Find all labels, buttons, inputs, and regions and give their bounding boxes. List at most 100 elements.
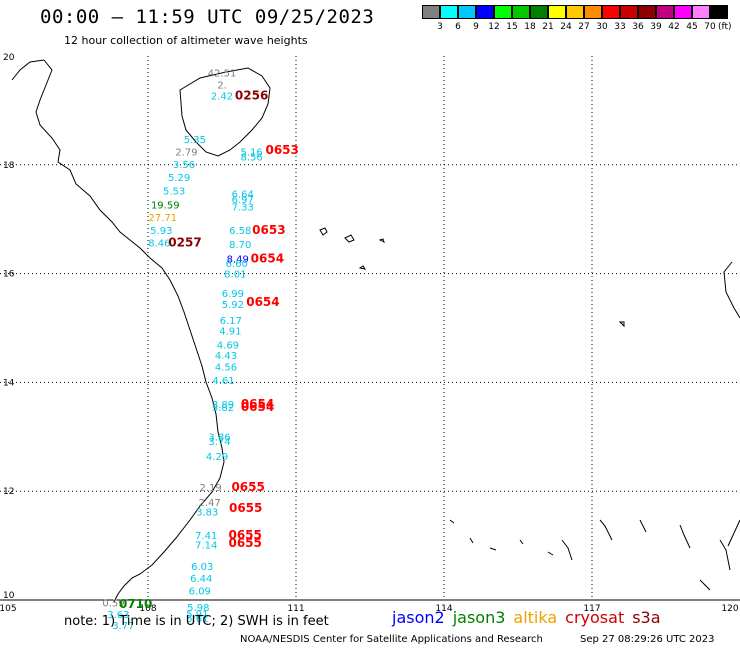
legend-swatch xyxy=(710,5,728,19)
islet-1 xyxy=(319,227,328,236)
wave-height-value: 42.51 xyxy=(208,69,237,80)
wave-height-value: 6.17 xyxy=(220,316,242,327)
credit-line: NOAA/NESDIS Center for Satellite Applica… xyxy=(240,634,543,645)
pass-time-label: 0655 xyxy=(228,536,261,550)
legend-label: 12 xyxy=(488,22,500,32)
palawan-islets xyxy=(449,519,740,591)
wave-height-value: 3.77 xyxy=(112,621,134,632)
lat-tick-label: 16 xyxy=(3,270,15,280)
wave-height-value: 3.74 xyxy=(208,437,230,448)
legend-swatch xyxy=(674,5,692,19)
pass-time-label: 0654 xyxy=(251,252,284,266)
legend-swatch xyxy=(638,5,656,19)
legend-unit: (ft) xyxy=(718,22,732,32)
wave-height-value: 3.89 xyxy=(212,400,234,411)
map-subtitle: 12 hour collection of altimeter wave hei… xyxy=(64,34,308,47)
wave-height-value: 19.59 xyxy=(151,200,180,211)
wave-height-value: 2.19 xyxy=(200,483,222,494)
legend-swatch xyxy=(422,5,440,19)
hainan-island xyxy=(179,67,271,157)
lat-tick-label: 12 xyxy=(3,487,14,497)
legend-label: 15 xyxy=(506,22,518,32)
lat-tick-label: 14 xyxy=(3,378,15,388)
wave-height-value: 5.35 xyxy=(184,135,206,146)
wave-height-value: 4.29 xyxy=(206,452,228,463)
legend-label: 30 xyxy=(596,22,608,32)
wave-height-value: 4.61 xyxy=(212,376,234,387)
coastline xyxy=(11,59,740,603)
wave-height-value: 4.91 xyxy=(219,327,241,338)
pass-time-label: 0654 xyxy=(241,400,274,414)
satellite-name: jason3 xyxy=(452,608,506,627)
legend-swatch xyxy=(566,5,584,19)
pass-time-label: 0710 xyxy=(119,597,152,611)
satellite-name: s3a xyxy=(632,608,661,627)
satellite-name: altika xyxy=(513,608,558,627)
lon-tick-label: 117 xyxy=(583,604,600,614)
wave-height-value: 3.86 xyxy=(208,433,230,444)
map-title: 00:00 – 11:59 UTC 09/25/2023 xyxy=(40,6,375,28)
legend-label: 6 xyxy=(455,22,461,32)
satellite-legend: jason2 jason3 altika cryosat s3a xyxy=(392,608,669,627)
legend-swatch xyxy=(494,5,512,19)
wave-height-value: 6.60 xyxy=(226,259,248,270)
wave-height-value: 8.56 xyxy=(240,152,262,163)
legend-swatch xyxy=(692,5,710,19)
wave-height-value: 6.99 xyxy=(222,289,244,300)
legend-swatch xyxy=(476,5,494,19)
wave-height-value: 0.59 xyxy=(102,599,124,610)
pass-time-label: 0655 xyxy=(228,528,261,542)
wave-height-value: 4.43 xyxy=(215,351,237,362)
wave-height-value: 3.56 xyxy=(173,160,195,171)
legend-swatch xyxy=(656,5,674,19)
islet-2 xyxy=(344,234,355,243)
legend-swatch xyxy=(530,5,548,19)
wave-height-value: 8.70 xyxy=(229,240,251,251)
legend-label: 70 xyxy=(704,22,716,32)
wave-height-value: 5.29 xyxy=(168,173,190,184)
wave-height-value: 5.91 xyxy=(186,609,208,620)
wave-height-value: 6.09 xyxy=(189,587,211,598)
legend-label: 42 xyxy=(668,22,680,32)
legend-label: 24 xyxy=(560,22,572,32)
legend-label: 33 xyxy=(614,22,626,32)
pass-time-label: 0654 xyxy=(241,397,274,411)
legend-label: 21 xyxy=(542,22,554,32)
lat-tick-label: 20 xyxy=(3,53,15,63)
wave-height-value: 3.83 xyxy=(196,508,218,519)
vietnam-coast xyxy=(35,59,225,603)
satellite-name: jason2 xyxy=(392,608,445,627)
satellite-name: cryosat xyxy=(565,608,625,627)
lon-tick-label: 114 xyxy=(435,604,452,614)
lon-tick-label: 111 xyxy=(287,604,304,614)
wave-height-value: 8.01 xyxy=(224,269,246,280)
wave-height-value: 8.49 xyxy=(227,255,249,266)
wave-height-value: 8.46 xyxy=(148,238,170,249)
wave-height-value: 6.64 xyxy=(232,189,254,200)
pass-time-label: 0257 xyxy=(168,235,201,249)
wave-height-value: 2. xyxy=(217,81,227,92)
lat-lon-grid: 105 108 111 114 117 120 20 18 16 14 12 10 xyxy=(0,53,740,614)
generated-timestamp: Sep 27 08:29:26 UTC 2023 xyxy=(580,634,715,645)
lat-tick-label: 18 xyxy=(3,161,15,171)
wave-height-value: 5.61 xyxy=(186,614,208,625)
wave-height-value: 6.58 xyxy=(229,226,251,237)
legend-label: 9 xyxy=(473,22,479,32)
wave-height-value: 4.69 xyxy=(217,341,239,352)
wave-height-value: 2.42 xyxy=(211,92,233,103)
legend-label: 3 xyxy=(437,22,443,32)
wave-height-value: 6.44 xyxy=(190,574,212,585)
legend-label: 27 xyxy=(578,22,590,32)
legend-label: 18 xyxy=(524,22,536,32)
islet-4 xyxy=(378,238,385,243)
lon-tick-label: 120 xyxy=(721,604,738,614)
wave-height-value: 3.82 xyxy=(212,403,234,414)
luzon-edge xyxy=(723,261,740,319)
wave-height-value: 5.93 xyxy=(150,226,172,237)
wave-height-value: 6.03 xyxy=(191,562,213,573)
footer-note: note: 1) Time is in UTC; 2) SWH is in fe… xyxy=(64,614,329,629)
wave-height-value: 5.16 xyxy=(240,148,262,159)
wave-height-value: 5.98 xyxy=(187,603,209,614)
wave-height-value: 7.41 xyxy=(195,531,217,542)
